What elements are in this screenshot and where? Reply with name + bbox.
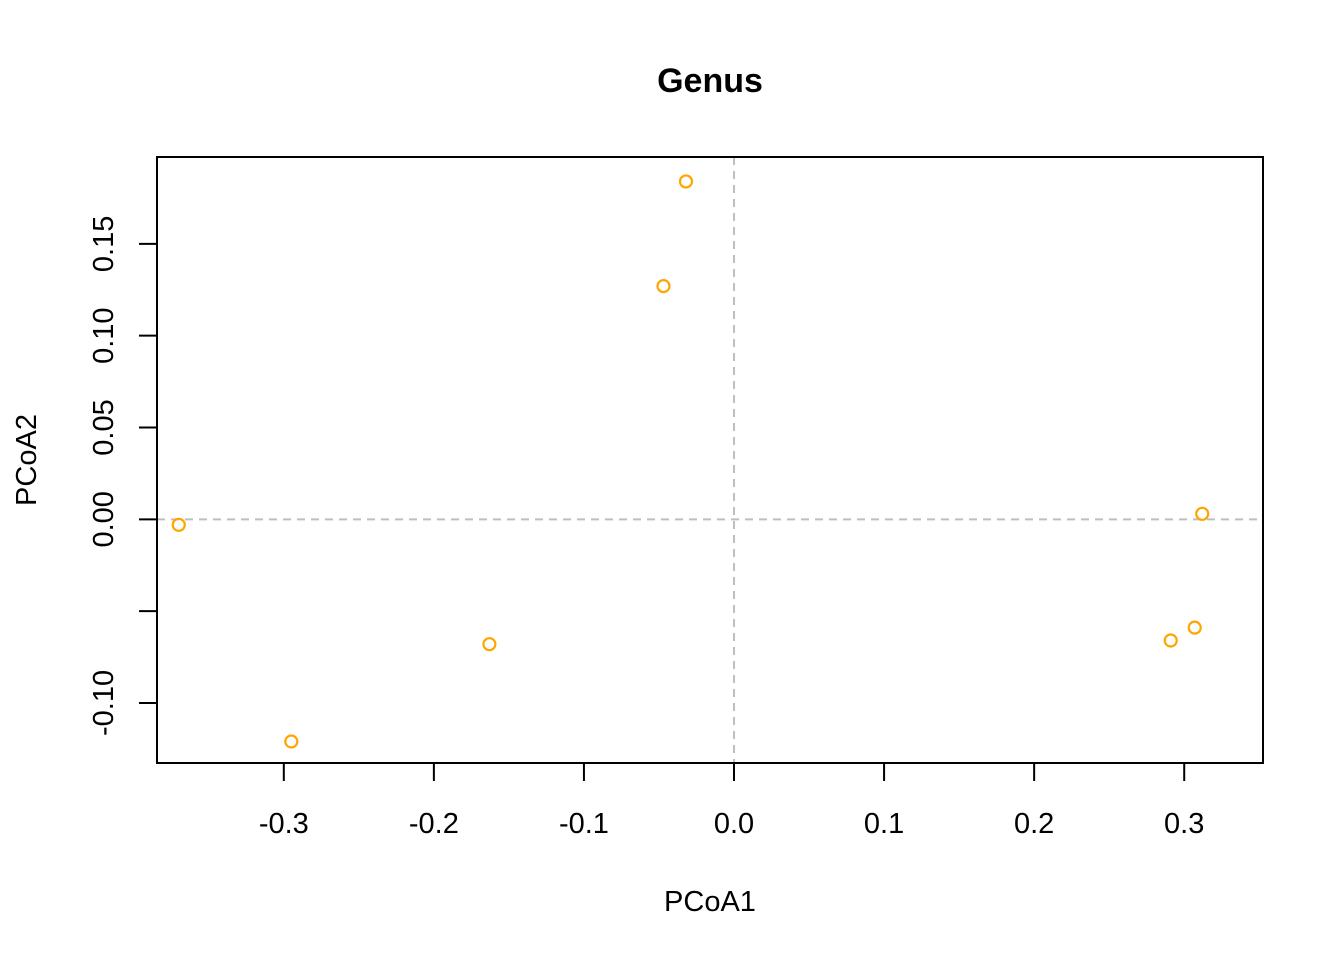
x-tick-label: -0.1 [559,808,609,840]
x-tick-label: 0.0 [714,808,754,840]
y-tick-label: 0.05 [88,399,120,455]
x-tick-label: -0.3 [259,808,309,840]
y-tick-label: 0.10 [88,307,120,363]
data-point [1187,620,1202,635]
data-point [656,278,671,294]
x-tick-label: -0.2 [409,808,459,840]
plot-area: -0.3 -0.2 -0.1 0.0 0.1 0.2 0.3 -0.10 0.00 0.05 0.1… [88,156,1264,840]
x-tick-label: 0.2 [1014,808,1054,840]
data-point [171,517,186,532]
data-point [1163,633,1178,648]
data-point [482,637,497,652]
data-point [678,174,694,189]
y-tick-label: 0.15 [88,216,120,272]
y-tick-label: 0.00 [88,491,120,547]
x-tick-label: 0.3 [1164,808,1204,840]
y-tick-label: -0.10 [88,670,120,736]
chart-title: Genus [657,62,763,100]
y-axis-label: PCoA2 [11,414,43,506]
data-point [284,734,299,749]
x-axis-label: PCoA1 [664,886,756,918]
data-point [1195,506,1210,521]
x-tick-label: 0.1 [864,808,904,840]
plot-frame [156,156,1264,764]
